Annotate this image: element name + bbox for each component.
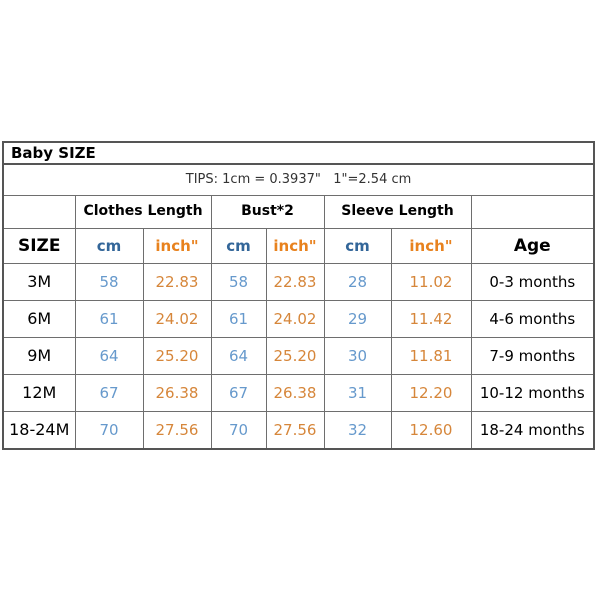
bust-cm: 67 bbox=[210, 374, 267, 412]
bust-cm: 64 bbox=[210, 337, 267, 375]
clothes-length-cm: 64 bbox=[74, 337, 144, 375]
group-header-empty-size bbox=[2, 195, 76, 229]
baby-size-chart: Baby SIZE TIPS: 1cm = 0.3937" 1"=2.54 cm… bbox=[2, 141, 596, 450]
sleeve-length-cm: 31 bbox=[323, 374, 392, 412]
bust-inch: 25.20 bbox=[265, 337, 325, 375]
sub-header-row: SIZE cm inch" cm inch" cm inch" Age bbox=[2, 228, 595, 264]
sleeve-length-inch: 11.42 bbox=[390, 300, 472, 338]
clothes-length-cm: 70 bbox=[74, 411, 144, 450]
group-header-bust: Bust*2 bbox=[210, 195, 325, 229]
clothes-length-inch: 24.02 bbox=[142, 300, 212, 338]
conversion-tips-text: TIPS: 1cm = 0.3937" 1"=2.54 cm bbox=[2, 163, 595, 196]
clothes-length-cm: 61 bbox=[74, 300, 144, 338]
column-header-bust-cm: cm bbox=[210, 228, 267, 264]
page-title: Baby SIZE bbox=[2, 141, 595, 165]
column-header-bust-inch: inch" bbox=[265, 228, 325, 264]
age-range: 7-9 months bbox=[470, 337, 595, 375]
tips-row: TIPS: 1cm = 0.3937" 1"=2.54 cm bbox=[2, 163, 595, 196]
bust-cm: 61 bbox=[210, 300, 267, 338]
sleeve-length-cm: 28 bbox=[323, 263, 392, 301]
column-header-clothes-cm: cm bbox=[74, 228, 144, 264]
group-header-row: Clothes Length Bust*2 Sleeve Length bbox=[2, 195, 595, 229]
age-range: 18-24 months bbox=[470, 411, 595, 450]
table-row-3m: 3M 58 22.83 58 22.83 28 11.02 0-3 months bbox=[2, 263, 595, 301]
clothes-length-cm: 67 bbox=[74, 374, 144, 412]
title-row: Baby SIZE bbox=[2, 141, 595, 165]
column-header-size: SIZE bbox=[2, 228, 76, 264]
bust-inch: 22.83 bbox=[265, 263, 325, 301]
column-header-clothes-inch: inch" bbox=[142, 228, 212, 264]
sleeve-length-inch: 11.81 bbox=[390, 337, 472, 375]
bust-inch: 24.02 bbox=[265, 300, 325, 338]
sleeve-length-inch: 11.02 bbox=[390, 263, 472, 301]
age-range: 4-6 months bbox=[470, 300, 595, 338]
clothes-length-inch: 25.20 bbox=[142, 337, 212, 375]
size-label: 9M bbox=[2, 337, 76, 375]
column-header-age: Age bbox=[470, 228, 595, 264]
table-row-12m: 12M 67 26.38 67 26.38 31 12.20 10-12 mon… bbox=[2, 374, 595, 412]
clothes-length-inch: 27.56 bbox=[142, 411, 212, 450]
sleeve-length-cm: 29 bbox=[323, 300, 392, 338]
size-label: 6M bbox=[2, 300, 76, 338]
group-header-empty-age bbox=[470, 195, 595, 229]
bust-inch: 26.38 bbox=[265, 374, 325, 412]
table-row-6m: 6M 61 24.02 61 24.02 29 11.42 4-6 months bbox=[2, 300, 595, 338]
size-label: 12M bbox=[2, 374, 76, 412]
column-header-sleeve-inch: inch" bbox=[390, 228, 472, 264]
bust-inch: 27.56 bbox=[265, 411, 325, 450]
size-label: 18-24M bbox=[2, 411, 76, 450]
sleeve-length-cm: 32 bbox=[323, 411, 392, 450]
size-label: 3M bbox=[2, 263, 76, 301]
age-range: 10-12 months bbox=[470, 374, 595, 412]
age-range: 0-3 months bbox=[470, 263, 595, 301]
clothes-length-inch: 22.83 bbox=[142, 263, 212, 301]
clothes-length-cm: 58 bbox=[74, 263, 144, 301]
table-row-9m: 9M 64 25.20 64 25.20 30 11.81 7-9 months bbox=[2, 337, 595, 375]
group-header-sleeve-length: Sleeve Length bbox=[323, 195, 472, 229]
table-row-18-24m: 18-24M 70 27.56 70 27.56 32 12.60 18-24 … bbox=[2, 411, 595, 450]
sleeve-length-inch: 12.20 bbox=[390, 374, 472, 412]
bust-cm: 70 bbox=[210, 411, 267, 450]
group-header-clothes-length: Clothes Length bbox=[74, 195, 212, 229]
clothes-length-inch: 26.38 bbox=[142, 374, 212, 412]
column-header-sleeve-cm: cm bbox=[323, 228, 392, 264]
sleeve-length-cm: 30 bbox=[323, 337, 392, 375]
sleeve-length-inch: 12.60 bbox=[390, 411, 472, 450]
bust-cm: 58 bbox=[210, 263, 267, 301]
size-chart-table: Baby SIZE TIPS: 1cm = 0.3937" 1"=2.54 cm… bbox=[2, 141, 596, 450]
